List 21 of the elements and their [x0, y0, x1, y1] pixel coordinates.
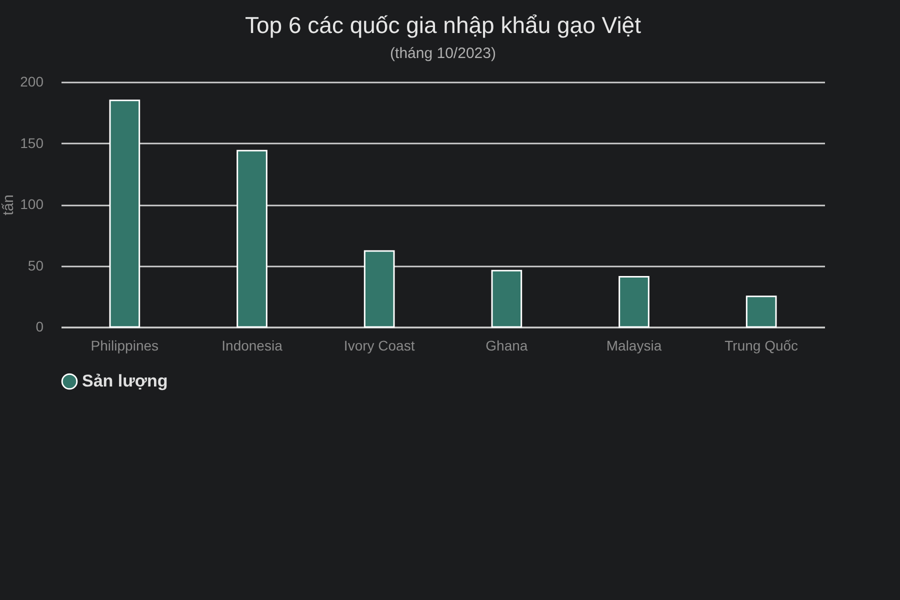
- y-tick-label: 200: [20, 74, 44, 90]
- bar: [491, 270, 522, 328]
- bar: [364, 250, 395, 328]
- legend-label: Sản lượng: [82, 372, 168, 390]
- y-tick-label: 50: [28, 257, 44, 274]
- x-tick-label: Indonesia: [222, 338, 283, 354]
- x-tick-label: Ghana: [486, 338, 528, 354]
- x-tick-label: Ivory Coast: [344, 338, 415, 354]
- x-tick-label: Trung Quốc: [724, 338, 798, 354]
- y-tick-label: 0: [36, 318, 44, 334]
- x-tick-label: Philippines: [90, 338, 159, 354]
- bar: [746, 296, 777, 328]
- chart-title: Top 6 các quốc gia nhập khẩu gạo Việt: [245, 12, 642, 38]
- bar: [236, 150, 268, 328]
- chart-subtitle: (tháng 10/2023): [390, 45, 496, 62]
- y-axis-title: tấn: [0, 194, 18, 216]
- bar: [618, 276, 650, 328]
- y-tick-label: 150: [20, 134, 44, 151]
- bar: [109, 100, 140, 328]
- x-tick-label: Malaysia: [606, 338, 662, 354]
- y-tick-label: 100: [20, 196, 44, 212]
